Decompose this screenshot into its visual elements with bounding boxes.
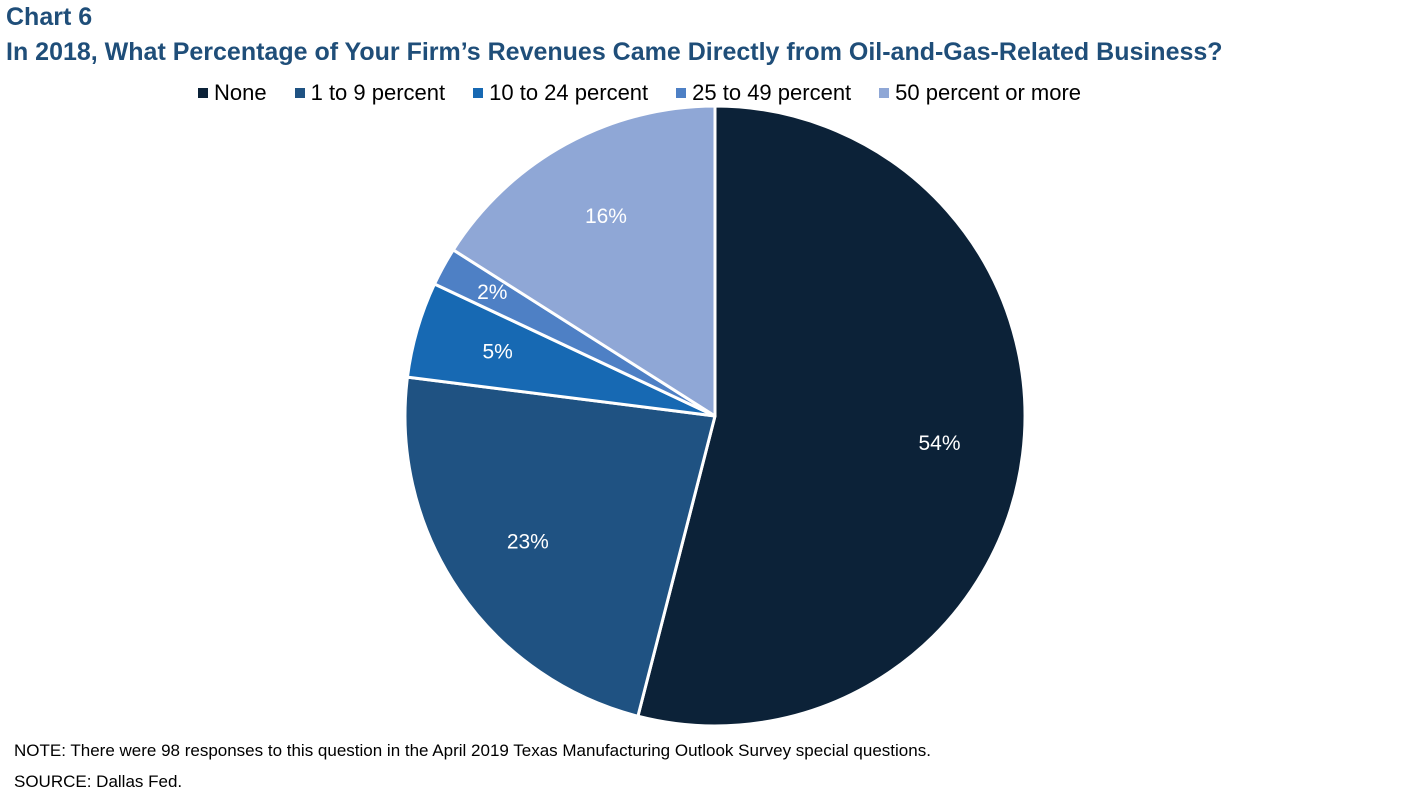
legend-item-none: None (198, 80, 267, 106)
legend-item-1-to-9: 1 to 9 percent (294, 80, 446, 106)
slice-label-none: 54% (918, 432, 960, 455)
legend-swatch-50-or-more (879, 88, 890, 98)
legend-swatch-none (198, 88, 208, 98)
legend-label-25-to-49: 25 to 49 percent (692, 80, 852, 105)
pie-slice-none (636, 104, 1027, 728)
legend-label-1-to-9: 1 to 9 percent (310, 80, 446, 105)
source-text: SOURCE: Dallas Fed. (14, 772, 183, 791)
legend-swatch-1-to-9 (294, 88, 305, 98)
legend-item-10-to-24: 10 to 24 percent (473, 80, 648, 106)
legend-swatch-10-to-24 (473, 88, 484, 98)
chart-number: Chart 6 (6, 3, 93, 31)
slice-label-50-or-more: 16% (585, 205, 627, 228)
legend-label-none: None (214, 80, 267, 105)
pie-slice-50-or-more (451, 104, 717, 418)
legend-swatch-25-to-49 (676, 88, 687, 98)
legend-label-10-to-24: 10 to 24 percent (489, 80, 649, 105)
note-text: NOTE: There were 98 responses to this qu… (14, 741, 931, 760)
chart-title: In 2018, What Percentage of Your Firm’s … (6, 38, 1223, 66)
slice-label-1-to-9: 23% (507, 531, 549, 554)
legend-item-50-or-more: 50 percent or more (879, 80, 1081, 106)
legend-label-50-or-more: 50 percent or more (895, 80, 1082, 105)
pie-slice-1-to-9 (403, 375, 717, 718)
legend-item-25-to-49: 25 to 49 percent (676, 80, 851, 106)
slice-label-10-to-24: 5% (483, 340, 513, 363)
legend: None 1 to 9 percent 10 to 24 percent 25 … (198, 79, 1109, 107)
slice-label-25-to-49: 2% (477, 281, 507, 304)
